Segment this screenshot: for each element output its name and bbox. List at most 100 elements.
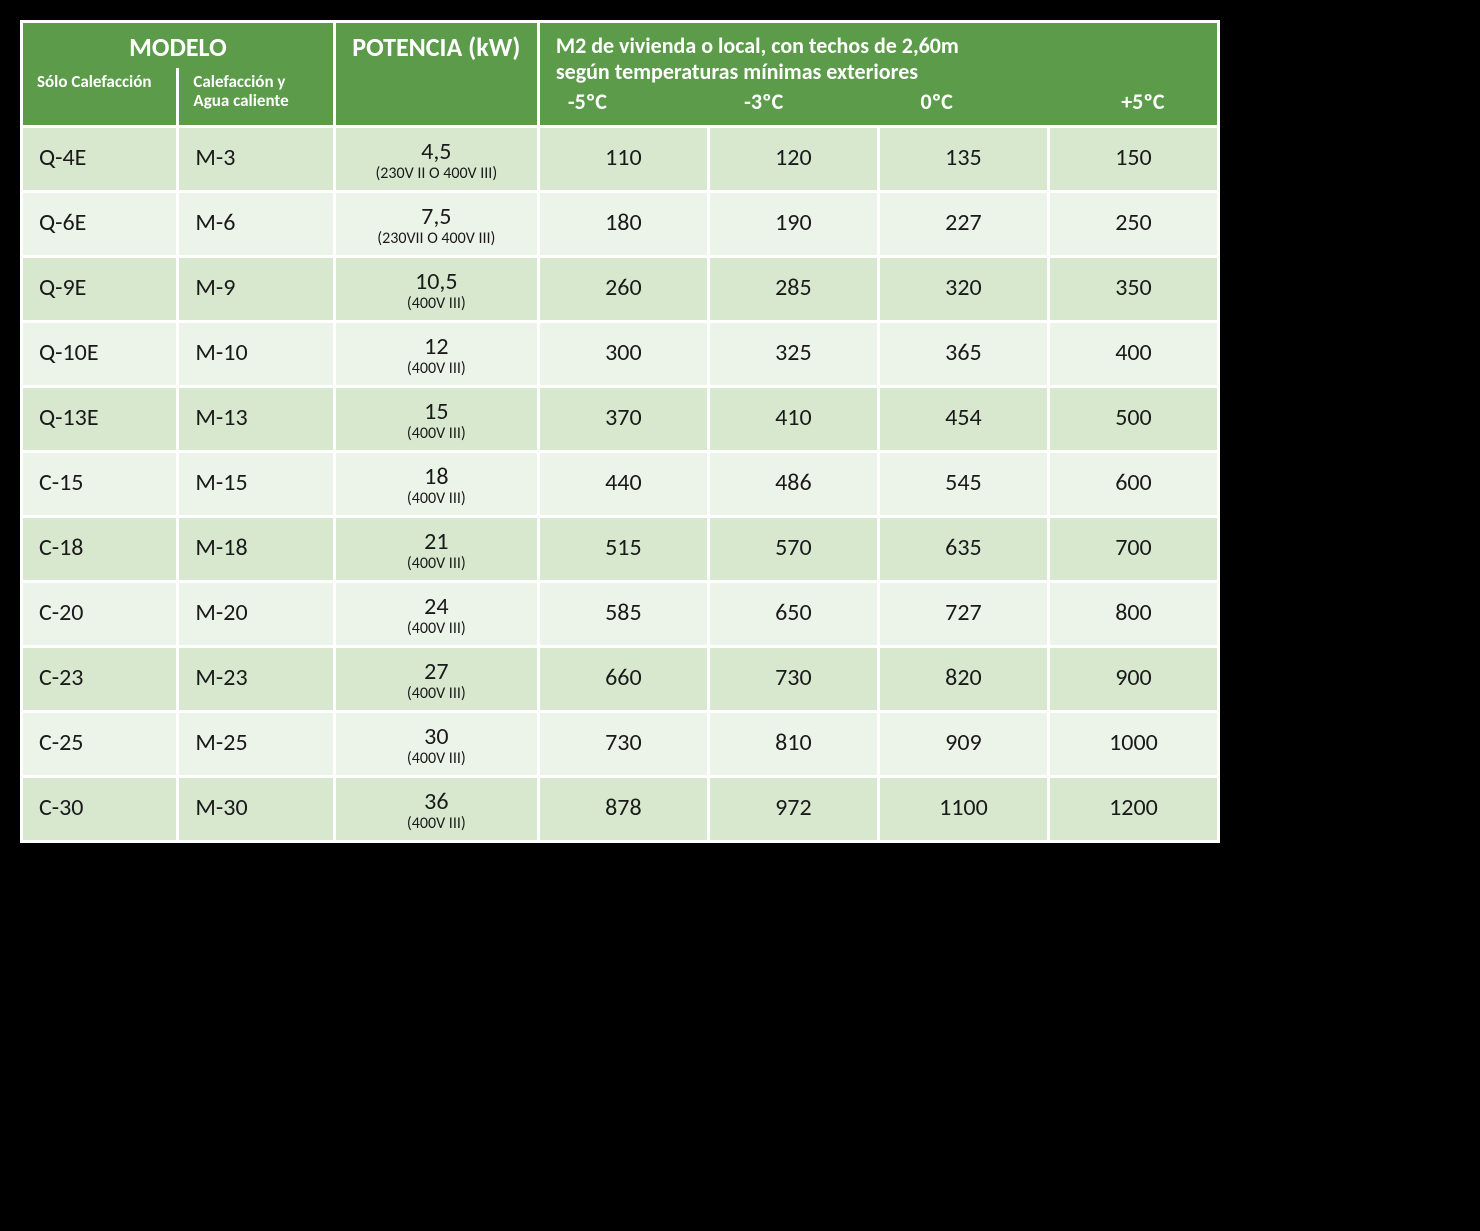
cell-power-note: (400V III) — [342, 361, 531, 377]
cell-solo: C-18 — [22, 516, 178, 581]
table-row: Q-6EM-67,5(230VII O 400V III)18019022725… — [22, 191, 1219, 256]
table-row: Q-13EM-1315(400V III)370410454500 — [22, 386, 1219, 451]
cell-solo: Q-4E — [22, 126, 178, 191]
cell-m2-3: 1000 — [1048, 711, 1218, 776]
cell-agua: M-9 — [178, 256, 334, 321]
cell-solo: C-20 — [22, 581, 178, 646]
cell-m2-2: 365 — [878, 321, 1048, 386]
table-row: C-18M-18 21 (400V III) 515570635700 — [22, 516, 1219, 581]
cell-m2-1: 325 — [708, 321, 878, 386]
cell-m2-1: 285 — [708, 256, 878, 321]
cell-power-kw: 24 — [342, 595, 531, 619]
cell-m2-3: 800 — [1048, 581, 1218, 646]
header-m2-line2: según temperaturas mínimas exteriores — [540, 59, 1217, 85]
table-body: Q-4EM-34,5(230V II O 400V III)1101201351… — [22, 126, 1219, 841]
cell-power-kw: 30 — [342, 725, 531, 749]
cell-solo: Q-10E — [22, 321, 178, 386]
header-temps: -5ºC -3ºC 0ºC +5ºC — [540, 88, 1217, 115]
cell-power-note: (230VII O 400V III) — [342, 231, 531, 247]
cell-m2-2: 454 — [878, 386, 1048, 451]
cell-agua: M-20 — [178, 581, 334, 646]
cell-agua: M-10 — [178, 321, 334, 386]
cell-m2-2: 545 — [878, 451, 1048, 516]
cell-m2-3: 500 — [1048, 386, 1218, 451]
cell-m2-0: 180 — [538, 191, 708, 256]
cell-m2-0: 300 — [538, 321, 708, 386]
table-row: C-15M-1518(400V III)440486545600 — [22, 451, 1219, 516]
cell-power-kw: 27 — [342, 660, 531, 684]
cell-power: 7,5(230VII O 400V III) — [334, 191, 538, 256]
cell-m2-2: 227 — [878, 191, 1048, 256]
cell-m2-2: 909 — [878, 711, 1048, 776]
cell-agua: M-18 — [178, 516, 334, 581]
cell-solo: Q-9E — [22, 256, 178, 321]
header-temp-2: 0ºC — [892, 88, 1068, 115]
cell-power-note: (400V III) — [342, 751, 531, 767]
cell-solo: Q-13E — [22, 386, 178, 451]
cell-m2-1: 650 — [708, 581, 878, 646]
cell-power-note: (400V III) — [342, 556, 531, 572]
cell-solo: C-15 — [22, 451, 178, 516]
cell-m2-3: 900 — [1048, 646, 1218, 711]
cell-power: 15(400V III) — [334, 386, 538, 451]
cell-m2-3: 700 — [1048, 516, 1218, 581]
cell-power-kw: 10,5 — [342, 270, 531, 294]
cell-m2-0: 260 — [538, 256, 708, 321]
cell-m2-2: 727 — [878, 581, 1048, 646]
cell-m2-1: 120 — [708, 126, 878, 191]
cell-m2-2: 135 — [878, 126, 1048, 191]
cell-m2-1: 570 — [708, 516, 878, 581]
cell-power: 4,5 (230V II O 400V III) — [334, 126, 538, 191]
cell-agua: M-30 — [178, 776, 334, 841]
cell-solo: C-30 — [22, 776, 178, 841]
header-m2-line1: M2 de vivienda o local, con techos de 2,… — [540, 23, 1217, 59]
cell-m2-1: 810 — [708, 711, 878, 776]
cell-power-note: (400V III) — [342, 491, 531, 507]
cell-power-note: (400V III) — [342, 296, 531, 312]
cell-power-note: (400V III) — [342, 686, 531, 702]
cell-agua: M-3 — [178, 126, 334, 191]
cell-m2-3: 400 — [1048, 321, 1218, 386]
cell-agua: M-25 — [178, 711, 334, 776]
cell-power-kw: 21 — [342, 530, 531, 554]
cell-m2-0: 878 — [538, 776, 708, 841]
cell-m2-1: 486 — [708, 451, 878, 516]
cell-power: 24 (400V III) — [334, 581, 538, 646]
cell-power: 10,5 (400V III) — [334, 256, 538, 321]
cell-m2-2: 1100 — [878, 776, 1048, 841]
cell-solo: C-25 — [22, 711, 178, 776]
header-modelo: MODELO — [23, 23, 333, 65]
table-row: C-25M-25 30 (400V III) 7308109091000 — [22, 711, 1219, 776]
table-header: MODELO POTENCIA (kW) M2 de vivienda o lo… — [22, 22, 1219, 127]
header-modelo-sub2: Calefacción y Agua caliente — [179, 68, 332, 121]
cell-power-kw: 4,5 — [342, 140, 531, 164]
cell-power: 18 (400V III) — [334, 451, 538, 516]
cell-m2-1: 190 — [708, 191, 878, 256]
cell-m2-1: 730 — [708, 646, 878, 711]
cell-m2-2: 820 — [878, 646, 1048, 711]
header-temp-0: -5ºC — [540, 88, 716, 115]
cell-power-note: (400V III) — [342, 621, 531, 637]
cell-agua: M-23 — [178, 646, 334, 711]
cell-m2-3: 150 — [1048, 126, 1218, 191]
cell-m2-0: 515 — [538, 516, 708, 581]
cell-m2-3: 350 — [1048, 256, 1218, 321]
cell-m2-2: 320 — [878, 256, 1048, 321]
cell-m2-0: 660 — [538, 646, 708, 711]
cell-power-kw: 18 — [342, 465, 531, 489]
cell-m2-0: 730 — [538, 711, 708, 776]
cell-m2-0: 370 — [538, 386, 708, 451]
cell-power-note: (400V III) — [342, 426, 531, 442]
cell-power-note: (400V III) — [342, 816, 531, 832]
table-row: C-30M-3036(400V III)87897211001200 — [22, 776, 1219, 841]
cell-m2-3: 1200 — [1048, 776, 1218, 841]
cell-m2-0: 110 — [538, 126, 708, 191]
cell-power: 30 (400V III) — [334, 711, 538, 776]
cell-m2-2: 635 — [878, 516, 1048, 581]
cell-agua: M-13 — [178, 386, 334, 451]
spec-table-container: MODELO POTENCIA (kW) M2 de vivienda o lo… — [20, 20, 1220, 843]
table-row: C-20M-2024(400V III)585650727800 — [22, 581, 1219, 646]
spec-table: MODELO POTENCIA (kW) M2 de vivienda o lo… — [20, 20, 1220, 843]
cell-m2-3: 250 — [1048, 191, 1218, 256]
cell-power-note: (230V II O 400V III) — [342, 166, 531, 182]
